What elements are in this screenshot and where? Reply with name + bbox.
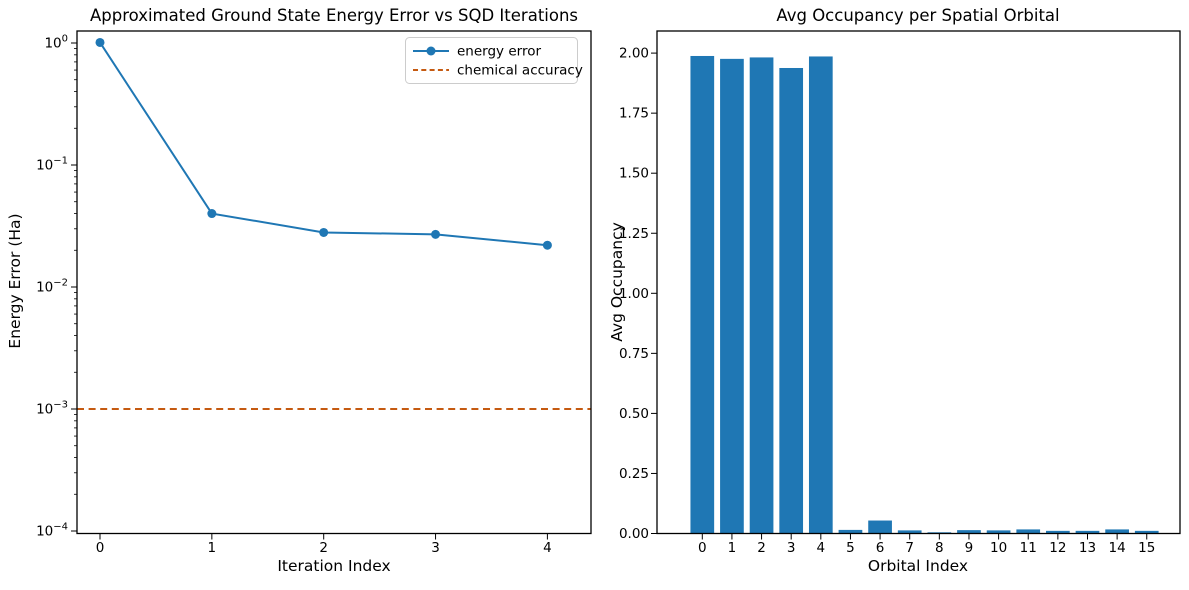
right-x-tick-label: 1: [728, 540, 737, 556]
occupancy-bar: [957, 530, 981, 534]
occupancy-bar: [720, 58, 744, 534]
left-x-tick-label: 1: [208, 540, 217, 556]
right-y-tick-label: 1.25: [619, 226, 649, 242]
left-y-tick-label: 100: [44, 34, 68, 52]
right-y-tick-label: 1.75: [619, 106, 649, 122]
left-x-tick-label: 3: [431, 540, 440, 556]
right-x-tick-label: 11: [1020, 540, 1037, 556]
right-y-tick-label: 0.00: [619, 526, 649, 542]
energy-error-marker: [319, 227, 329, 237]
right-chart-ylabel: Avg Occupancy: [608, 222, 626, 342]
occupancy-bar: [1134, 530, 1159, 534]
occupancy-bar: [690, 55, 715, 534]
right-x-tick-label: 5: [846, 540, 855, 556]
right-chart-title: Avg Occupancy per Spatial Orbital: [776, 6, 1059, 25]
left-axes-frame: [76, 30, 592, 535]
right-y-tick-label: 0.75: [619, 346, 649, 362]
right-x-tick-label: 2: [757, 540, 766, 556]
right-x-tick-label: 6: [876, 540, 885, 556]
occupancy-bar: [1016, 529, 1041, 534]
right-x-tick-label: 13: [1079, 540, 1096, 556]
energy-error-marker: [207, 209, 217, 219]
right-y-tick-label: 0.25: [619, 466, 649, 482]
legend-energy-error-marker: [426, 46, 436, 56]
left-chart-ylabel: Energy Error (Ha): [6, 213, 24, 348]
energy-error-marker: [542, 240, 552, 250]
legend-chemical-accuracy-label: chemical accuracy: [457, 63, 583, 79]
left-x-tick-label: 2: [319, 540, 328, 556]
right-x-tick-label: 8: [935, 540, 944, 556]
occupancy-bar: [838, 529, 863, 534]
legend-box: [405, 37, 578, 84]
right-x-tick-label: 9: [965, 540, 974, 556]
occupancy-bar: [1075, 530, 1100, 534]
right-x-tick-label: 0: [698, 540, 707, 556]
occupancy-bar: [897, 530, 922, 534]
occupancy-bar: [986, 530, 1011, 534]
occupancy-bar: [1105, 529, 1129, 534]
right-x-tick-label: 3: [787, 540, 796, 556]
left-chart-title: Approximated Ground State Energy Error v…: [90, 6, 578, 25]
left-y-tick-label: 10−1: [36, 156, 68, 174]
right-axes-frame: [656, 30, 1181, 535]
legend-energy-error-label: energy error: [457, 44, 541, 60]
left-chart-legend: energy error chemical accuracy: [405, 37, 583, 84]
right-y-tick-label: 0.50: [619, 406, 649, 422]
right-chart-xlabel: Orbital Index: [868, 557, 968, 575]
right-y-tick-label: 1.50: [619, 166, 649, 182]
left-x-tick-label: 4: [543, 540, 552, 556]
right-x-tick-label: 4: [817, 540, 826, 556]
left-chart: Approximated Ground State Energy Error v…: [6, 6, 592, 575]
left-y-tick-label: 10−4: [36, 522, 68, 540]
left-y-tick-label: 10−3: [36, 400, 68, 418]
left-y-tick-label: 10−2: [36, 278, 68, 296]
occupancy-bar: [1046, 530, 1070, 534]
left-chart-plot-area: 100 10−1 10−2 10−3 10−4 0 1 2 3 4: [36, 30, 592, 556]
occupancy-bar: [808, 56, 833, 534]
right-y-tick-label: 2.00: [619, 46, 649, 62]
right-x-tick-label: 14: [1109, 540, 1126, 556]
right-x-tick-label: 15: [1138, 540, 1155, 556]
right-chart-plot-area: 0.000.250.500.751.001.251.501.752.000 1 2 3…: [619, 30, 1181, 556]
energy-error-marker: [95, 37, 105, 47]
left-x-tick-label: 0: [96, 540, 105, 556]
right-x-tick-label: 7: [905, 540, 914, 556]
energy-error-marker: [431, 229, 441, 239]
right-x-tick-label: 12: [1049, 540, 1066, 556]
right-x-tick-label: 10: [990, 540, 1007, 556]
occupancy-bar: [868, 520, 892, 534]
right-y-tick-label: 1.00: [619, 286, 649, 302]
occupancy-bar: [779, 67, 804, 534]
left-chart-xlabel: Iteration Index: [277, 557, 390, 575]
right-chart: Avg Occupancy per Spatial Orbital Orbita…: [608, 6, 1181, 575]
occupancy-bar: [749, 57, 774, 534]
